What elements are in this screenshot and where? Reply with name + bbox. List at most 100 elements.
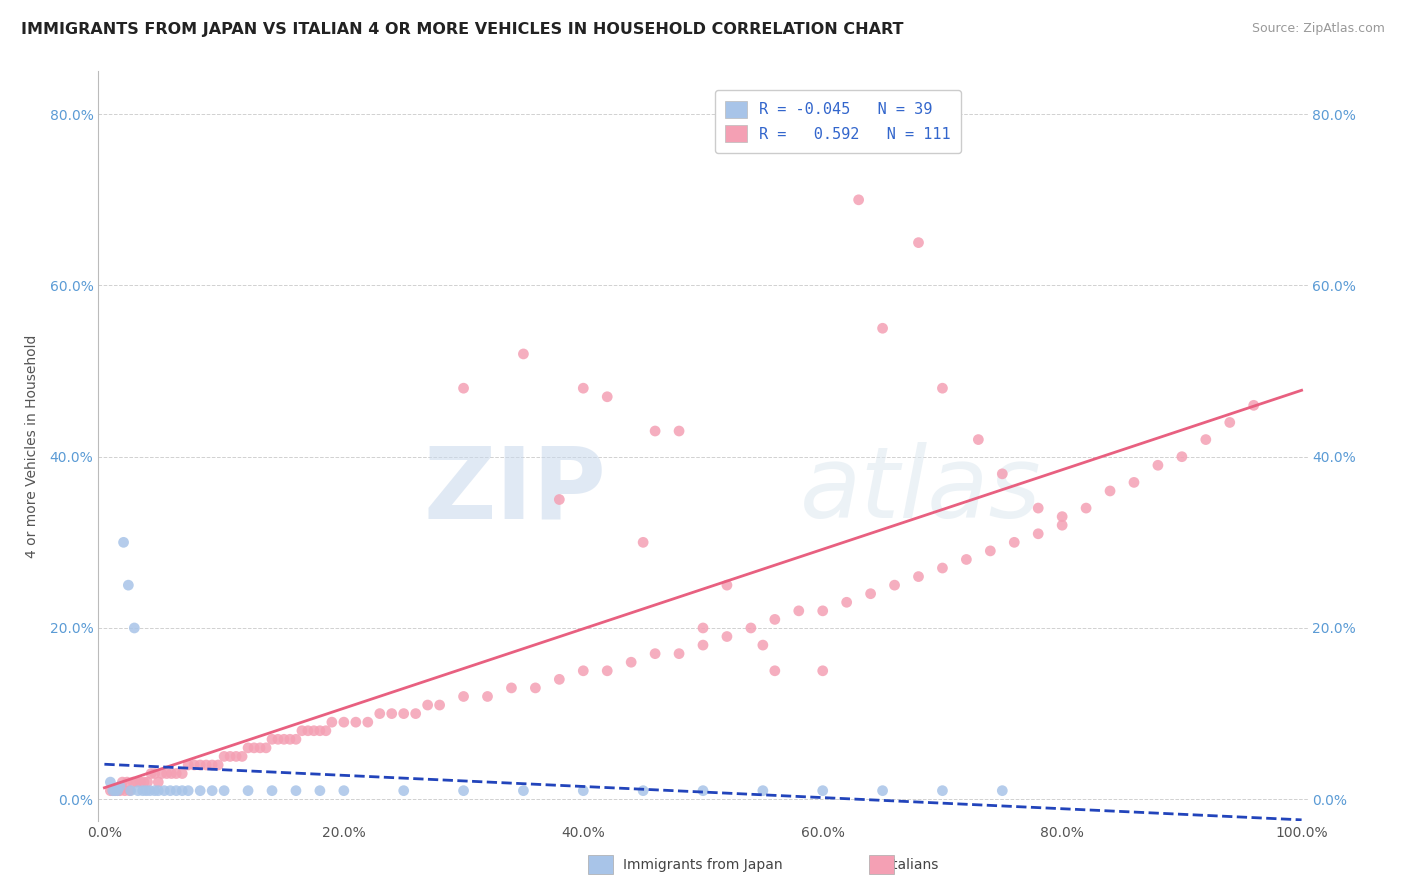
Point xyxy=(201,758,224,772)
Point xyxy=(153,783,176,797)
Point xyxy=(631,783,654,797)
Point xyxy=(668,424,690,438)
Point xyxy=(357,715,380,730)
Text: ZIP: ZIP xyxy=(423,442,606,540)
Point xyxy=(1026,501,1049,516)
Point xyxy=(108,783,131,797)
Point xyxy=(165,783,187,797)
Point xyxy=(112,535,135,549)
Point xyxy=(524,681,547,695)
Point xyxy=(260,732,283,747)
Point xyxy=(132,775,155,789)
Point xyxy=(284,783,307,797)
Point xyxy=(219,749,242,764)
Point xyxy=(212,749,235,764)
Point xyxy=(107,783,129,797)
Point xyxy=(596,390,619,404)
Point xyxy=(392,783,415,797)
Point xyxy=(101,783,124,797)
Point xyxy=(1002,535,1025,549)
Point xyxy=(752,783,775,797)
Point xyxy=(1195,433,1218,447)
Point xyxy=(284,732,307,747)
Point xyxy=(848,193,870,207)
Point xyxy=(872,321,894,335)
Point xyxy=(1026,526,1049,541)
Point xyxy=(668,647,690,661)
Point xyxy=(148,775,170,789)
Point xyxy=(278,732,301,747)
Point xyxy=(644,424,666,438)
Point xyxy=(416,698,439,712)
Point xyxy=(692,621,714,635)
Point xyxy=(195,758,218,772)
Point xyxy=(1099,483,1122,498)
Point xyxy=(139,783,162,797)
Point xyxy=(172,766,194,780)
Point xyxy=(188,758,211,772)
Point xyxy=(236,740,259,755)
Text: atlas: atlas xyxy=(800,442,1042,540)
Point xyxy=(1050,509,1073,524)
Point xyxy=(955,552,977,566)
Point xyxy=(260,783,283,797)
Point xyxy=(212,783,235,797)
Point xyxy=(225,749,247,764)
Legend: R = -0.045   N = 39, R =   0.592   N = 111: R = -0.045 N = 39, R = 0.592 N = 111 xyxy=(714,90,962,153)
Point xyxy=(740,621,762,635)
Point xyxy=(111,775,134,789)
Text: Source: ZipAtlas.com: Source: ZipAtlas.com xyxy=(1251,22,1385,36)
Point xyxy=(135,783,157,797)
Point xyxy=(309,783,332,797)
Point xyxy=(991,467,1014,481)
Point xyxy=(150,766,173,780)
Point xyxy=(572,381,595,395)
Point xyxy=(763,664,786,678)
Point xyxy=(297,723,319,738)
Point xyxy=(811,604,834,618)
Point xyxy=(165,766,187,780)
Point xyxy=(254,740,277,755)
Point xyxy=(124,621,146,635)
Point xyxy=(267,732,290,747)
Point xyxy=(100,775,122,789)
Point xyxy=(596,664,619,678)
Point xyxy=(125,775,148,789)
Point xyxy=(811,783,834,797)
Point xyxy=(291,723,314,738)
Point xyxy=(302,723,325,738)
Point xyxy=(991,783,1014,797)
Point xyxy=(631,535,654,549)
Point xyxy=(752,638,775,652)
Point xyxy=(118,783,141,797)
Point xyxy=(315,723,337,738)
Point xyxy=(136,775,159,789)
Point xyxy=(979,544,1001,558)
Point xyxy=(273,732,295,747)
Point xyxy=(1171,450,1194,464)
Point xyxy=(872,783,894,797)
Point xyxy=(156,766,179,780)
Point xyxy=(1243,398,1265,412)
Point xyxy=(859,587,882,601)
Point xyxy=(1074,501,1097,516)
Point xyxy=(453,381,475,395)
Point xyxy=(231,749,253,764)
Point xyxy=(548,492,571,507)
Point xyxy=(122,775,145,789)
Point xyxy=(787,604,810,618)
Point xyxy=(967,433,990,447)
Point xyxy=(501,681,523,695)
Point xyxy=(115,775,138,789)
Point xyxy=(177,783,200,797)
Point xyxy=(931,783,953,797)
Point xyxy=(477,690,499,704)
Point xyxy=(172,783,194,797)
Point xyxy=(143,766,166,780)
Text: Italians: Italians xyxy=(889,858,939,872)
Point xyxy=(321,715,343,730)
Text: IMMIGRANTS FROM JAPAN VS ITALIAN 4 OR MORE VEHICLES IN HOUSEHOLD CORRELATION CHA: IMMIGRANTS FROM JAPAN VS ITALIAN 4 OR MO… xyxy=(21,22,904,37)
Point xyxy=(453,783,475,797)
Point xyxy=(160,766,183,780)
Point xyxy=(104,783,127,797)
